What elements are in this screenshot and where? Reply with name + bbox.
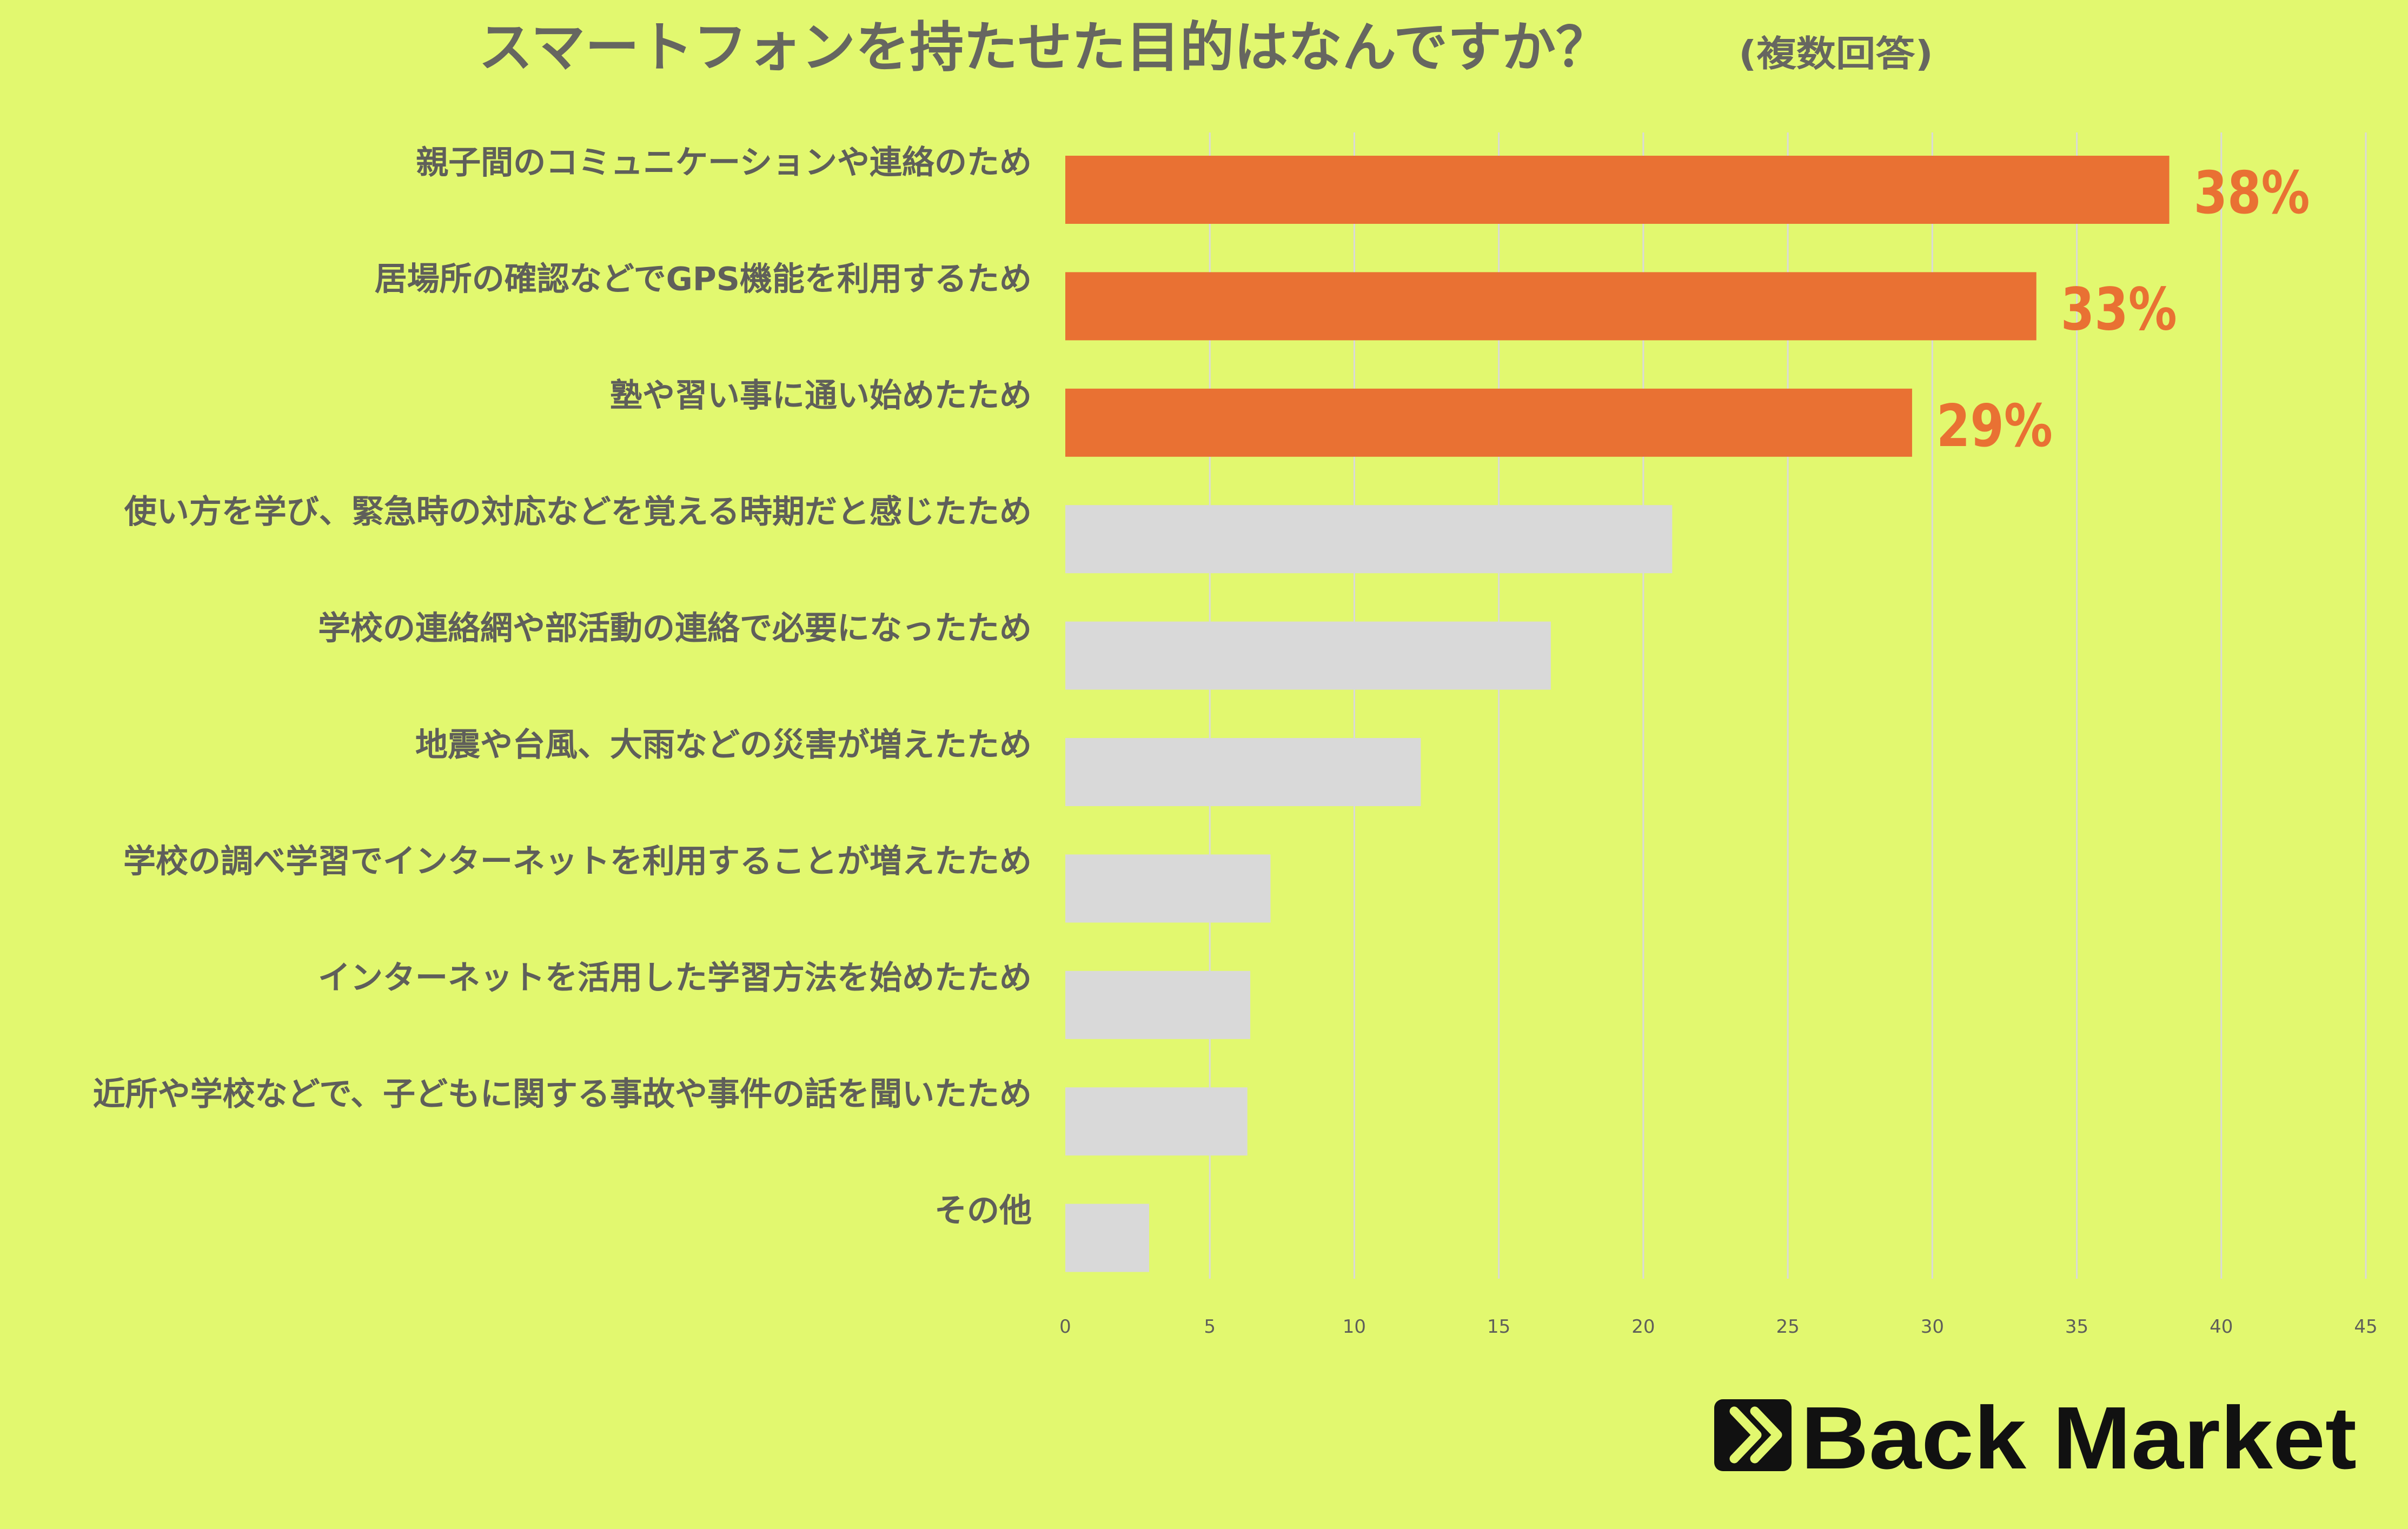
back-market-logo-icon bbox=[1714, 1399, 1792, 1471]
bar bbox=[1065, 1087, 1248, 1156]
data-labels: 38% 33%29% bbox=[1936, 159, 2310, 460]
bar bbox=[1065, 156, 2170, 224]
x-tick-label: 45 bbox=[2354, 1316, 2377, 1338]
x-tick-label: 15 bbox=[1487, 1316, 1510, 1338]
bar bbox=[1065, 505, 1673, 574]
x-tick-label: 30 bbox=[1921, 1316, 1944, 1338]
category-label: その他 bbox=[934, 1192, 1032, 1230]
bars bbox=[1065, 156, 2170, 1272]
category-label: インターネットを活用した学習方法を始めたため bbox=[318, 959, 1032, 997]
chart-subtitle: (複数回答) bbox=[1739, 33, 1933, 75]
brand-logo: Back Market bbox=[1714, 1388, 2357, 1487]
x-axis-ticks: 0 5 10 15 20 25 30 35 40 45 bbox=[1059, 1316, 2377, 1338]
data-label: 33% bbox=[2061, 276, 2177, 343]
category-label: 塾や習い事に通い始めたため bbox=[610, 377, 1032, 415]
bar bbox=[1065, 621, 1551, 690]
bar bbox=[1065, 1204, 1149, 1272]
bar bbox=[1065, 388, 1912, 457]
category-label: 学校の調べ学習でインターネットを利用することが増えたため bbox=[123, 842, 1032, 880]
x-tick-label: 25 bbox=[1776, 1316, 1799, 1338]
data-label: 29% bbox=[1936, 393, 2053, 460]
x-tick-label: 40 bbox=[2210, 1316, 2233, 1338]
x-tick-label: 20 bbox=[1631, 1316, 1655, 1338]
data-label: 38% bbox=[2194, 159, 2310, 227]
category-label: 地震や台風、大雨などの災害が増えたため bbox=[415, 726, 1032, 764]
x-tick-label: 35 bbox=[2065, 1316, 2088, 1338]
category-label: 居場所の確認などでGPS機能を利用するため bbox=[375, 260, 1032, 298]
category-label: 親子間のコミュニケーションや連絡のため bbox=[416, 144, 1032, 182]
category-label: 使い方を学び、緊急時の対応などを覚える時期だと感じたため bbox=[124, 493, 1032, 531]
bar bbox=[1065, 272, 2036, 341]
category-label: 近所や学校などで、子どもに関する事故や事件の話を聞いたため bbox=[93, 1075, 1032, 1113]
category-labels: 親子間のコミュニケーションや連絡のため居場所の確認などでGPS機能を利用するため… bbox=[93, 144, 1032, 1230]
x-tick-label: 0 bbox=[1059, 1316, 1071, 1338]
bar bbox=[1065, 854, 1271, 923]
category-label: 学校の連絡網や部活動の連絡で必要になったため bbox=[318, 610, 1032, 648]
chart-title: スマートフォンを持たせた目的はなんですか？ bbox=[479, 16, 1610, 79]
x-tick-label: 5 bbox=[1204, 1316, 1216, 1338]
brand-name: Back Market bbox=[1801, 1388, 2357, 1487]
bar bbox=[1065, 738, 1421, 806]
x-tick-label: 10 bbox=[1343, 1316, 1366, 1338]
bar bbox=[1065, 970, 1251, 1039]
